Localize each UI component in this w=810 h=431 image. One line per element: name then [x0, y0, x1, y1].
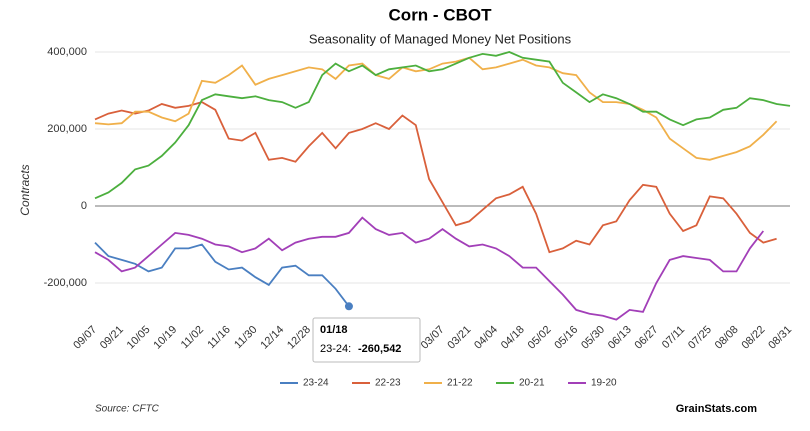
legend-label: 23-24 — [303, 378, 329, 389]
x-tick-label: 12/14 — [258, 324, 286, 352]
tooltip-point — [344, 302, 353, 311]
x-tick-label: 11/02 — [179, 324, 206, 351]
legend-label: 20-21 — [519, 378, 545, 389]
y-tick-label: 0 — [81, 200, 87, 212]
x-tick-label: 07/11 — [660, 324, 687, 351]
x-tick-label: 09/07 — [71, 324, 99, 352]
tooltip-value: -260,542 — [358, 343, 401, 355]
x-tick-label: 04/18 — [499, 324, 527, 352]
legend-label: 19-20 — [591, 378, 617, 389]
y-tick-label: 200,000 — [47, 123, 87, 135]
x-tick-label: 05/02 — [526, 324, 554, 352]
x-tick-label: 03/21 — [445, 324, 473, 352]
brand: GrainStats.com — [676, 403, 758, 415]
tooltip-title: 01/18 — [320, 324, 348, 336]
series-line — [94, 101, 777, 254]
x-tick-label: 05/30 — [579, 324, 607, 352]
x-tick-label: 11/16 — [205, 324, 232, 351]
tooltip-label: 23-24: — [320, 343, 351, 355]
x-tick-label: 07/25 — [686, 324, 714, 352]
series-line — [94, 241, 350, 307]
y-tick-label: 400,000 — [47, 46, 87, 58]
x-tick-label: 08/31 — [766, 324, 794, 352]
x-tick-label: 08/22 — [739, 324, 767, 352]
x-tick-label: 08/08 — [713, 324, 741, 352]
x-tick-label: 03/07 — [419, 324, 447, 352]
x-tick-label: 05/16 — [552, 324, 580, 352]
x-tick-label: 06/13 — [606, 324, 634, 352]
x-tick-label: 10/05 — [125, 324, 153, 352]
chart-subtitle: Seasonality of Managed Money Net Positio… — [309, 31, 572, 46]
y-tick-label: -200,000 — [44, 277, 87, 289]
x-tick-label: 12/28 — [285, 324, 313, 352]
series-line — [94, 216, 765, 321]
x-tick-label: 09/21 — [98, 324, 126, 352]
series-line — [94, 51, 791, 200]
x-tick-label: 11/30 — [232, 324, 259, 351]
tooltip-box — [312, 317, 421, 363]
legend-label: 22-23 — [375, 378, 401, 389]
y-axis-label: Contracts — [18, 164, 32, 215]
source: Source: CFTC — [95, 404, 160, 415]
legend-label: 21-22 — [447, 378, 473, 389]
x-tick-label: 06/27 — [633, 324, 661, 352]
chart-title: Corn - CBOT — [389, 5, 493, 24]
x-tick-label: 04/04 — [472, 324, 500, 352]
x-tick-label: 10/19 — [151, 324, 179, 352]
series-line — [94, 56, 778, 161]
